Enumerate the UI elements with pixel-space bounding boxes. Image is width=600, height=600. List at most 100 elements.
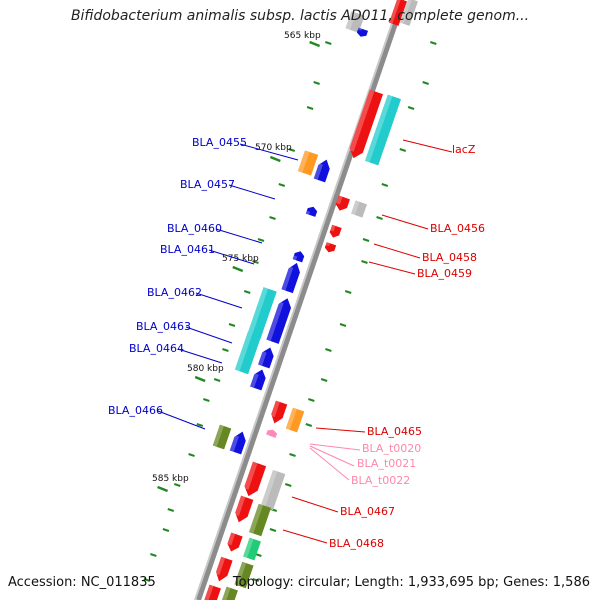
gene-features xyxy=(203,0,418,600)
gene-body xyxy=(250,369,266,391)
gene-body xyxy=(297,150,319,176)
ruler-major-tick xyxy=(157,485,169,493)
gene xyxy=(351,200,367,218)
gene-body xyxy=(313,159,330,183)
gene-label-bla-0464[interactable]: BLA_0464 xyxy=(129,342,184,355)
ruler-tick xyxy=(196,423,204,427)
gene-body xyxy=(271,400,288,424)
gene-body xyxy=(389,0,407,26)
ruler-tick xyxy=(362,238,370,242)
gene-bla-0457 xyxy=(305,206,318,217)
gene-highlight xyxy=(229,435,239,452)
leader-line xyxy=(282,529,328,544)
ruler-tick xyxy=(257,238,265,242)
ruler-tick xyxy=(143,578,151,582)
gene xyxy=(285,407,305,433)
gene-body xyxy=(351,200,367,218)
leader-line xyxy=(368,261,416,275)
gene xyxy=(248,503,272,537)
gene-highlight xyxy=(313,163,323,180)
gene-highlight xyxy=(345,11,356,30)
gene-highlight xyxy=(348,89,375,152)
gene-highlight xyxy=(234,331,253,372)
gene-body xyxy=(216,556,233,582)
gene xyxy=(364,94,402,166)
ruler-tick xyxy=(289,453,296,457)
ruler-tick xyxy=(252,260,259,264)
ruler-tick xyxy=(269,216,276,220)
gene-bla-0468 xyxy=(227,532,243,552)
gene-body xyxy=(243,537,261,561)
gene-highlight xyxy=(357,27,362,31)
gene-bla-0462 xyxy=(281,262,300,294)
gene-label-bla-0456[interactable]: BLA_0456 xyxy=(430,222,485,235)
gene-body xyxy=(247,287,277,339)
ruler-tick xyxy=(222,348,229,352)
gene-label-bla-t0020[interactable]: BLA_t0020 xyxy=(362,442,421,455)
ruler-tick xyxy=(381,183,389,187)
ruler-tick xyxy=(399,148,407,152)
gene-body xyxy=(345,11,365,33)
gene-label-bla-t0021[interactable]: BLA_t0021 xyxy=(357,457,416,470)
gene-label-bla-0460[interactable]: BLA_0460 xyxy=(167,222,222,235)
gene-highlight xyxy=(250,373,259,388)
ruler-tick xyxy=(188,453,195,457)
gene xyxy=(243,537,261,561)
ruler-tick xyxy=(278,183,286,187)
gene-body xyxy=(281,262,300,294)
gene-highlight xyxy=(258,351,267,366)
leader-line xyxy=(185,326,233,344)
leader-line xyxy=(373,243,421,259)
gene xyxy=(229,431,246,455)
ruler-tick xyxy=(339,323,347,327)
ruler-tick xyxy=(243,290,251,294)
gene-highlight xyxy=(266,433,270,436)
gene-body xyxy=(292,251,305,263)
leader-line xyxy=(215,228,263,244)
leader-line xyxy=(177,348,223,364)
gene xyxy=(243,461,267,497)
ruler-tick xyxy=(324,41,332,45)
gene-label-bla-0455[interactable]: BLA_0455 xyxy=(192,136,247,149)
gene-body xyxy=(258,347,274,369)
gene xyxy=(389,0,407,26)
leader-line xyxy=(208,249,255,265)
gene-bla-0455 xyxy=(297,150,319,176)
gene-highlight xyxy=(336,195,343,205)
gene-label-bla-0467[interactable]: BLA_0467 xyxy=(340,505,395,518)
gene-bla-0456 xyxy=(335,195,350,211)
gene-highlight xyxy=(297,150,310,173)
gene-label-bla-0462[interactable]: BLA_0462 xyxy=(147,286,202,299)
leader-line xyxy=(315,427,366,433)
gene xyxy=(247,287,277,339)
gene-label-bla-0457[interactable]: BLA_0457 xyxy=(180,178,235,191)
gene xyxy=(260,469,286,511)
gene-label-bla-0463[interactable]: BLA_0463 xyxy=(136,320,191,333)
ruler-tick xyxy=(162,528,170,532)
gene-label-bla-t0022[interactable]: BLA_t0022 xyxy=(351,474,410,487)
ruler-tick xyxy=(308,398,315,402)
gene-highlight xyxy=(389,0,401,24)
gene-body xyxy=(356,27,369,37)
gene-body xyxy=(329,224,342,238)
gene xyxy=(234,561,254,589)
gene-label-bla-0465[interactable]: BLA_0465 xyxy=(367,425,422,438)
gene-label-bla-0468[interactable]: BLA_0468 xyxy=(329,537,384,550)
gene-label-bla-0458[interactable]: BLA_0458 xyxy=(422,251,477,264)
gene-label-bla-0461[interactable]: BLA_0461 xyxy=(160,243,215,256)
gene-body xyxy=(203,584,221,600)
ruler-major-tick xyxy=(269,155,281,163)
gene-label-lacz[interactable]: lacZ xyxy=(452,143,476,156)
gene-label-bla-0466[interactable]: BLA_0466 xyxy=(108,404,163,417)
gene-body xyxy=(266,429,278,438)
gene-label-bla-0459[interactable]: BLA_0459 xyxy=(417,267,472,280)
leader-line xyxy=(228,184,276,200)
gene-highlight xyxy=(330,224,336,232)
gene-bla-0459 xyxy=(324,242,337,253)
leader-line xyxy=(402,139,453,153)
leader-line xyxy=(309,447,350,481)
gene-highlight xyxy=(212,424,224,447)
gene-highlight xyxy=(400,0,412,24)
gene-body xyxy=(324,242,337,253)
ruler-major-tick xyxy=(232,265,244,273)
